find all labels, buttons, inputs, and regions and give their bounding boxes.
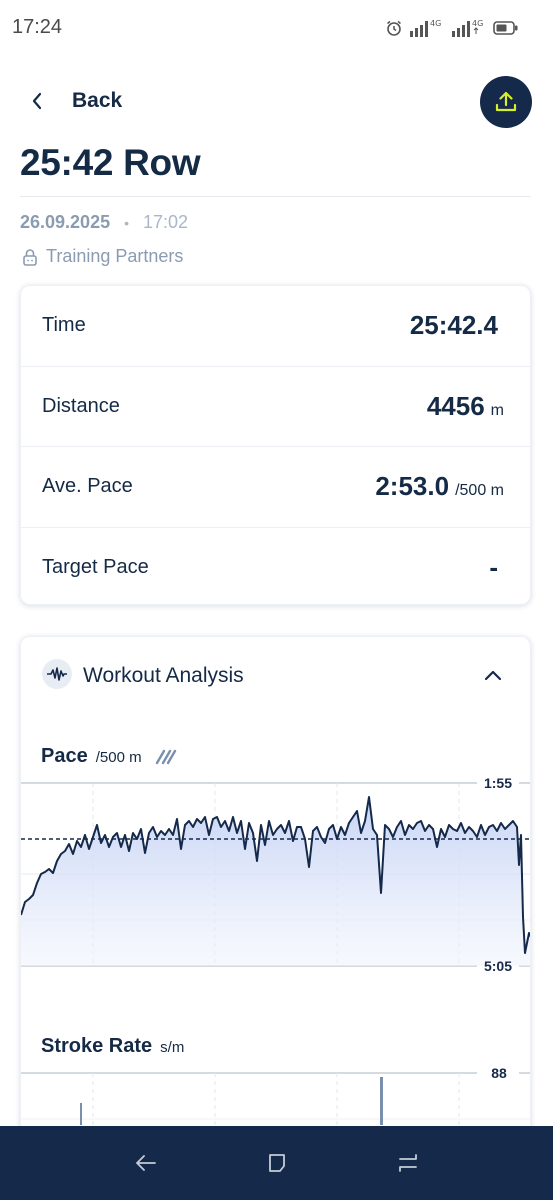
- signal-icon: 4G: [410, 19, 441, 37]
- summary-row-ave-pace: Ave. Pace 2:53.0 /500 m: [21, 447, 530, 528]
- pace-chart: 1:55 5:05: [21, 777, 530, 974]
- pace-top-label: 1:55: [484, 777, 512, 791]
- divider: [20, 196, 531, 197]
- summary-value: 25:42.4: [410, 310, 504, 341]
- stroke-spike: [80, 1103, 82, 1125]
- summary-number: 2:53.0: [375, 471, 450, 502]
- meta-separator: •: [124, 214, 129, 231]
- summary-label: Distance: [42, 394, 120, 417]
- pace-chart-title: Pace: [41, 745, 88, 767]
- status-time: 17:24: [12, 15, 63, 38]
- back-button[interactable]: Back: [72, 89, 123, 112]
- summary-row-distance: Distance 4456 m: [21, 367, 530, 447]
- alarm-icon: [387, 20, 401, 36]
- stroke-chart: 88: [21, 1065, 530, 1125]
- stroke-top-label: 88: [491, 1065, 507, 1081]
- upload-button[interactable]: [480, 76, 532, 128]
- summary-value: 4456 m: [427, 391, 504, 422]
- system-nav-bar: [0, 1126, 553, 1200]
- pace-bottom-label: 5:05: [484, 958, 512, 974]
- summary-number: 4456: [426, 390, 485, 421]
- summary-unit: m: [490, 401, 504, 419]
- waveform-icon: [42, 659, 72, 689]
- chevron-up-icon[interactable]: [481, 663, 505, 687]
- page-title: 25:42 Row: [20, 142, 201, 183]
- nav-recents-icon[interactable]: [388, 1143, 428, 1183]
- summary-row-target-pace: Target Pace -: [21, 528, 530, 609]
- summary-row-time: Time 25:42.4: [21, 286, 530, 367]
- visibility-setting[interactable]: Training Partners: [22, 246, 183, 267]
- status-bar: 17:24 4G 4G: [0, 0, 553, 56]
- workout-meta: 26.09.2025 • 17:02: [20, 212, 188, 233]
- summary-value: -: [489, 552, 504, 583]
- network-2-label: 4G: [472, 19, 483, 28]
- pace-chart-unit: /500 m: [95, 749, 142, 766]
- stroke-chart-heading: Stroke Rate s/m: [41, 1035, 184, 1058]
- pace-area: [21, 797, 530, 966]
- analysis-title: Workout Analysis: [83, 664, 244, 687]
- summary-number: -: [489, 552, 498, 583]
- nav-back-icon[interactable]: [126, 1143, 166, 1183]
- pace-line: [21, 796, 530, 954]
- status-icons: 4G 4G: [385, 18, 519, 38]
- upload-icon: [495, 91, 517, 112]
- chevron-left-icon[interactable]: [26, 90, 48, 112]
- slash-toggle-icon[interactable]: [154, 747, 178, 767]
- lock-icon: [23, 248, 37, 266]
- pace-chart-heading: Pace /500 m: [41, 745, 178, 768]
- summary-label: Time: [42, 314, 86, 337]
- battery-icon: [493, 21, 518, 35]
- signal-icon-2: 4G: [452, 19, 483, 37]
- workout-time: 17:02: [143, 212, 189, 232]
- summary-card: Time 25:42.4 Distance 4456 m Ave. Pace 2…: [20, 285, 531, 605]
- visibility-label: Training Partners: [46, 246, 184, 266]
- stroke-spike: [380, 1077, 383, 1125]
- nav-home-icon[interactable]: [257, 1143, 297, 1183]
- workout-date: 26.09.2025: [20, 212, 111, 232]
- summary-unit: /500 m: [455, 482, 504, 500]
- summary-value: 2:53.0 /500 m: [375, 471, 504, 502]
- summary-label: Ave. Pace: [42, 475, 133, 498]
- stroke-chart-unit: s/m: [160, 1039, 185, 1056]
- stroke-chart-title: Stroke Rate: [41, 1035, 153, 1057]
- summary-label: Target Pace: [42, 556, 149, 579]
- network-1-label: 4G: [430, 19, 441, 28]
- header: Back: [0, 76, 553, 132]
- summary-number: 25:42.4: [409, 310, 498, 341]
- workout-analysis-card: Workout Analysis Pace /500 m: [20, 636, 531, 1200]
- analysis-header[interactable]: Workout Analysis: [21, 637, 530, 713]
